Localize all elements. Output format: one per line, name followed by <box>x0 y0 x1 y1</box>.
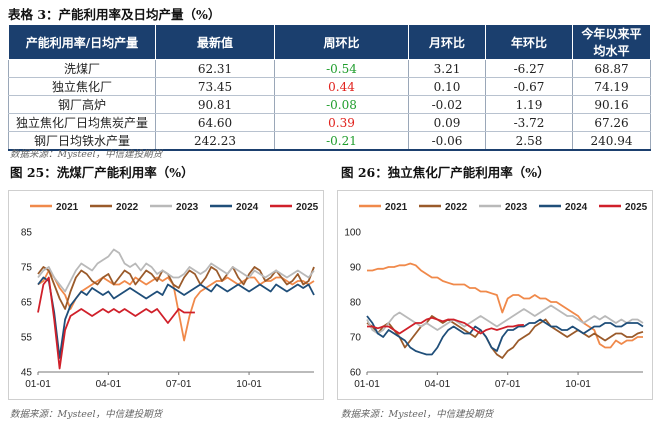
series-line-2022 <box>366 315 644 359</box>
col-header: 年环比 <box>485 24 573 60</box>
x-tick-label: 07-01 <box>495 379 521 390</box>
x-tick-label: 04-01 <box>425 379 451 390</box>
series-line-2024 <box>37 276 315 359</box>
wow-value: 0.39 <box>274 113 409 132</box>
legend-label: 2022 <box>445 202 468 213</box>
x-tick-label: 10-01 <box>236 379 262 390</box>
x-tick-label: 04-01 <box>96 379 122 390</box>
row-name: 钢厂日均铁水产量 <box>8 131 156 151</box>
y-tick-label: 55 <box>21 333 33 344</box>
legend-label: 2024 <box>236 202 259 213</box>
x-tick-label: 07-01 <box>166 379 192 390</box>
series-line-2025 <box>367 316 524 335</box>
legend-label: 2023 <box>505 202 528 213</box>
series-line-2023 <box>37 248 315 293</box>
latest-value: 73.45 <box>155 77 275 96</box>
col-header: 产能利用率/日均产量 <box>8 24 156 60</box>
chart-title-left: 图 25：洗煤厂产能利用率（%） <box>10 165 194 180</box>
mom-value: -0.06 <box>408 131 486 151</box>
wow-value: -0.54 <box>274 59 409 78</box>
latest-value: 62.31 <box>155 59 275 78</box>
y-tick-label: 45 <box>21 368 33 379</box>
table-row: 洗煤厂 62.31 -0.54 3.21 -6.27 68.87 <box>8 59 651 78</box>
col-header: 最新值 <box>155 24 275 60</box>
ytd-average: 67.26 <box>572 113 651 132</box>
y-tick-label: 60 <box>350 368 362 379</box>
mom-value: -0.02 <box>408 95 486 114</box>
series-line-2021 <box>37 269 315 342</box>
wow-value: -0.21 <box>274 131 409 151</box>
col-header: 月环比 <box>408 24 486 60</box>
row-name: 洗煤厂 <box>8 59 156 78</box>
legend-label: 2022 <box>116 202 139 213</box>
coking-plant-utilization-chart: 2021 2022 2023 2024 2025 60 70 80 90 100 01-01 04-0… <box>337 190 653 400</box>
y-tick-label: 90 <box>350 263 362 274</box>
col-header: 今年以来平均水平 <box>572 24 651 60</box>
legend-label: 2025 <box>625 202 648 213</box>
row-name: 钢厂高炉 <box>8 95 156 114</box>
table-row: 钢厂高炉 90.81 -0.08 -0.02 1.19 90.16 <box>8 95 651 114</box>
table-source: 数据来源：Mysteel，中信建投期货 <box>10 149 163 160</box>
x-tick-label: 10-01 <box>565 379 591 390</box>
ytd-average: 68.87 <box>572 59 651 78</box>
legend-label: 2025 <box>296 202 319 213</box>
series-line-2021 <box>367 262 643 349</box>
ytd-average: 240.94 <box>572 131 651 151</box>
y-tick-label: 65 <box>21 298 33 309</box>
col-header: 周环比 <box>274 24 409 60</box>
legend-label: 2021 <box>56 202 79 213</box>
table-header-row: 产能利用率/日均产量 最新值 周环比 月环比 年环比 今年以来平均水平 <box>8 24 651 60</box>
y-tick-label: 70 <box>350 333 362 344</box>
chart-source-right: 数据来源：Mysteel，中信建投期货 <box>341 409 494 420</box>
table-row: 独立焦化厂日均焦炭产量 64.60 0.39 0.09 -3.72 67.26 <box>8 113 651 132</box>
mom-value: 0.09 <box>408 113 486 132</box>
wow-value: 0.44 <box>274 77 409 96</box>
yoy-value: 2.58 <box>485 131 573 151</box>
table-row: 独立焦化厂 73.45 0.44 0.10 -0.67 74.19 <box>8 77 651 96</box>
legend-label: 2024 <box>565 202 588 213</box>
mom-value: 3.21 <box>408 59 486 78</box>
latest-value: 90.81 <box>155 95 275 114</box>
latest-value: 64.60 <box>155 113 275 132</box>
row-name: 独立焦化厂日均焦炭产量 <box>8 113 156 132</box>
series-line-2025 <box>37 276 195 370</box>
series-line-2023 <box>366 304 644 335</box>
chart-frame <box>337 190 653 400</box>
latest-value: 242.23 <box>155 131 275 151</box>
washing-plant-utilization-chart: 2021 2022 2023 2024 2025 45 55 65 75 85 01-01 04-01… <box>8 190 324 400</box>
yoy-value: -0.67 <box>485 77 573 96</box>
table-title: 表格 3：产能利用率及日均产量（%） <box>8 7 221 22</box>
capacity-table: 产能利用率/日均产量 最新值 周环比 月环比 年环比 今年以来平均水平 洗煤厂 6… <box>8 24 651 151</box>
y-tick-label: 100 <box>344 228 361 239</box>
ytd-average: 90.16 <box>572 95 651 114</box>
ytd-average: 74.19 <box>572 77 651 96</box>
row-name: 独立焦化厂 <box>8 77 156 96</box>
legend-label: 2023 <box>176 202 199 213</box>
legend-label: 2021 <box>385 202 408 213</box>
chart-title-right: 图 26：独立焦化厂产能利用率（%） <box>341 165 550 180</box>
y-tick-label: 80 <box>350 298 362 309</box>
y-tick-label: 75 <box>21 263 33 274</box>
x-tick-label: 01-01 <box>25 379 51 390</box>
mom-value: 0.10 <box>408 77 486 96</box>
chart-source-left: 数据来源：Mysteel，中信建投期货 <box>10 409 163 420</box>
yoy-value: -3.72 <box>485 113 573 132</box>
series-line-2024 <box>366 315 644 356</box>
yoy-value: -6.27 <box>485 59 573 78</box>
wow-value: -0.08 <box>274 95 409 114</box>
series-line-2022 <box>37 266 315 310</box>
x-tick-label: 01-01 <box>354 379 380 390</box>
y-tick-label: 85 <box>21 228 33 239</box>
chart-frame <box>8 190 324 400</box>
yoy-value: 1.19 <box>485 95 573 114</box>
table-row: 钢厂日均铁水产量 242.23 -0.21 -0.06 2.58 240.94 <box>8 131 651 151</box>
